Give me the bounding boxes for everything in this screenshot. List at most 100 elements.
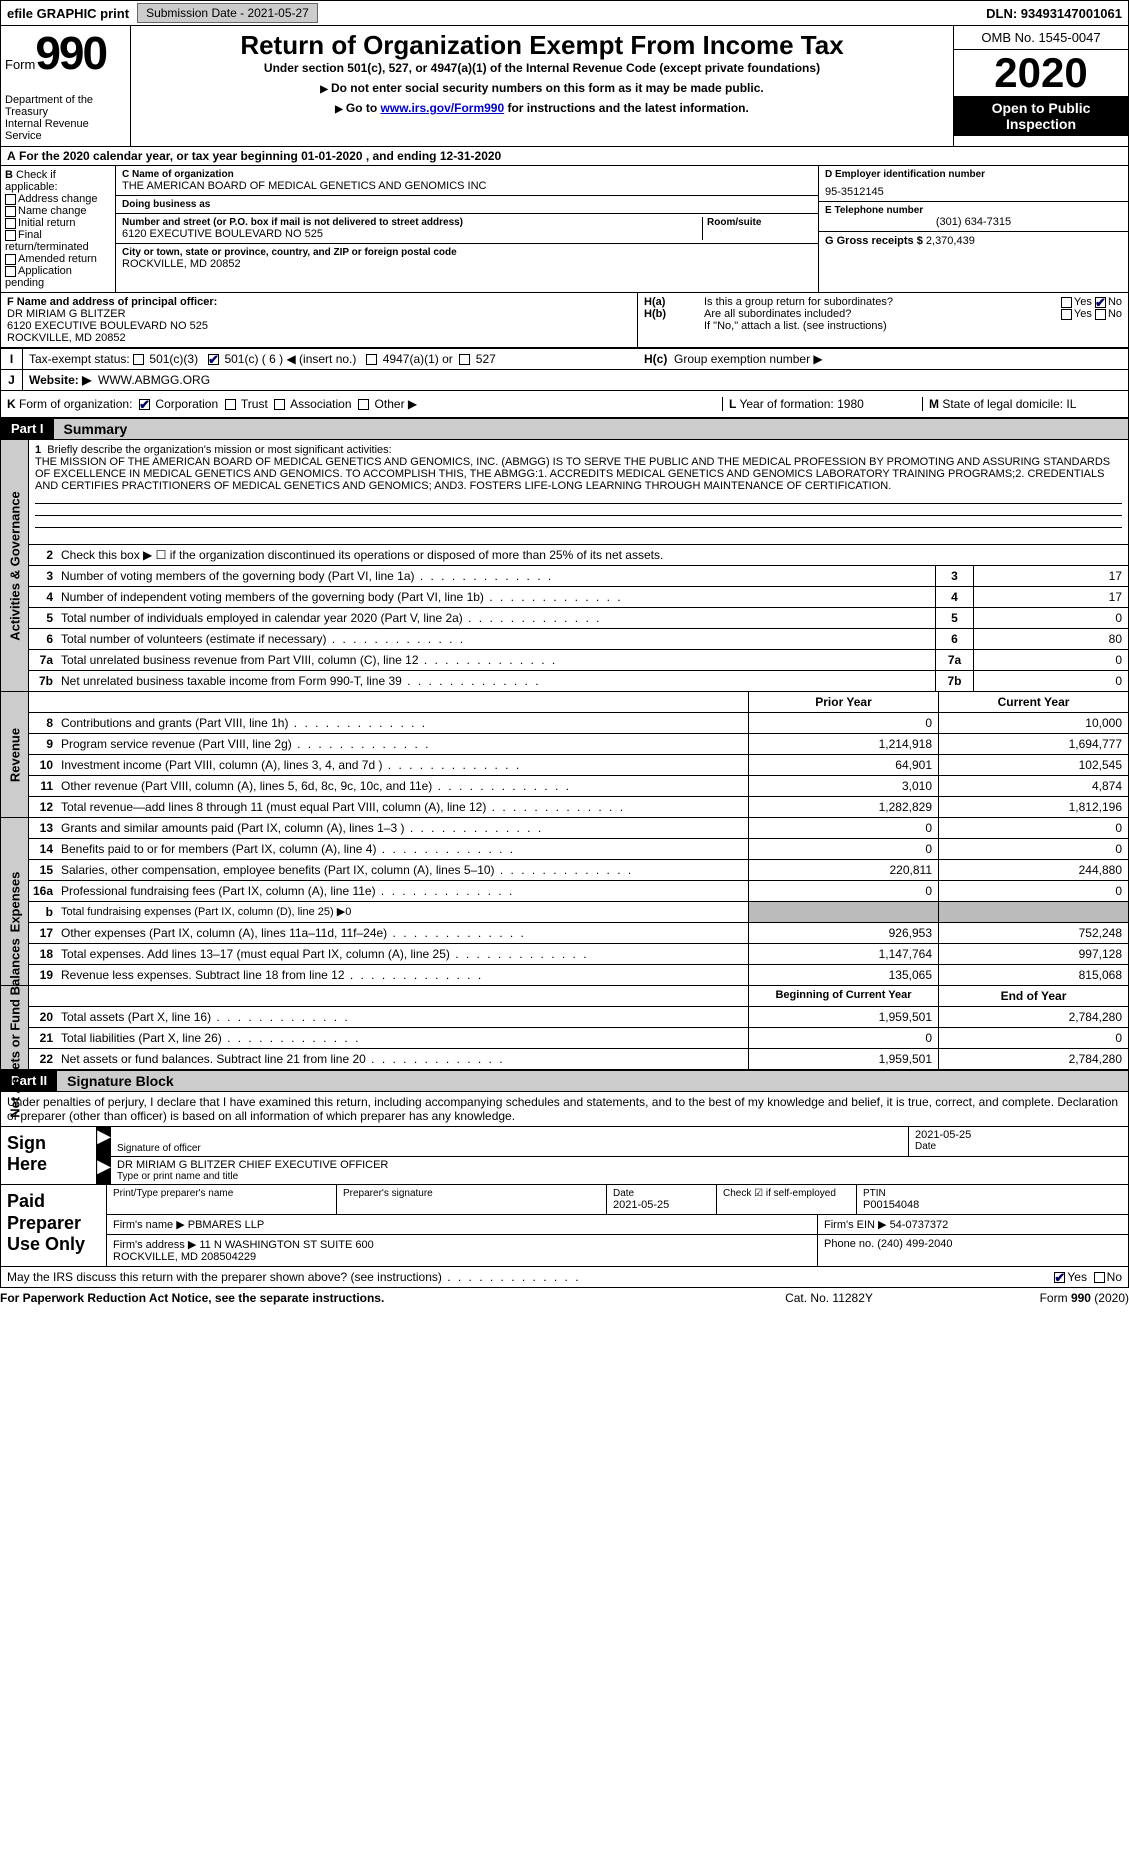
data-row: 19Revenue less expenses. Subtract line 1… [29, 965, 1128, 985]
firm-name-label: Firm's name ▶ [113, 1219, 185, 1231]
m-value: IL [1066, 397, 1076, 411]
h-group-return: H(a)Is this a group return for subordina… [638, 293, 1128, 347]
chk-ha-no[interactable] [1095, 297, 1106, 308]
part-2-title: Signature Block [57, 1071, 1128, 1091]
tab-expenses-label: Expenses [7, 871, 22, 932]
m-state-domicile: M State of legal domicile: IL [922, 397, 1122, 411]
street: 6120 EXECUTIVE BOULEVARD NO 525 [122, 228, 702, 240]
chk-discuss-no[interactable] [1094, 1272, 1105, 1283]
ha-no: No [1108, 296, 1122, 308]
form-title: Return of Organization Exempt From Incom… [135, 30, 949, 61]
f-label: F Name and address of principal officer: [7, 296, 217, 308]
col-b-checkboxes: B Check if applicable: Address change Na… [1, 166, 116, 292]
chk-other[interactable] [358, 399, 369, 410]
form-990-page: efile GRAPHIC print Submission Date - 20… [0, 0, 1129, 1308]
col-current-year: Current Year [938, 692, 1128, 712]
data-row: 21Total liabilities (Part X, line 26)00 [29, 1028, 1128, 1049]
b-label: Check if applicable: [5, 169, 58, 193]
col-prior-year: Prior Year [748, 692, 938, 712]
data-row: 15Salaries, other compensation, employee… [29, 860, 1128, 881]
form-note-goto: Go to www.irs.gov/Form990 for instructio… [135, 101, 949, 115]
sig-type-label: Type or print name and title [117, 1171, 1122, 1182]
form-subtitle: Under section 501(c), 527, or 4947(a)(1)… [135, 61, 949, 75]
chk-amended-return[interactable] [5, 254, 16, 265]
paid-preparer-block: Paid Preparer Use Only Print/Type prepar… [0, 1185, 1129, 1267]
hb-yes: Yes [1074, 308, 1092, 320]
chk-assoc[interactable] [274, 399, 285, 410]
header-left: Form990 Department of the Treasury Inter… [1, 26, 131, 146]
ptin-label: PTIN [863, 1188, 1122, 1199]
preparer-name-label: Print/Type preparer's name [113, 1188, 330, 1199]
col-c-name-address: C Name of organization THE AMERICAN BOAR… [116, 166, 818, 292]
chk-trust[interactable] [225, 399, 236, 410]
f-principal-officer: F Name and address of principal officer:… [1, 293, 638, 347]
street-label: Number and street (or P.O. box if mail i… [122, 217, 702, 228]
data-row: 20Total assets (Part X, line 16)1,959,50… [29, 1007, 1128, 1028]
paid-preparer-label: Paid Preparer Use Only [1, 1185, 106, 1266]
chk-discuss-yes[interactable] [1054, 1272, 1065, 1283]
city-label: City or town, state or province, country… [122, 247, 812, 258]
firm-ein-label: Firm's EIN ▶ [824, 1219, 887, 1231]
m-label: State of legal domicile: [942, 397, 1063, 411]
city: ROCKVILLE, MD 20852 [122, 258, 812, 270]
tab-governance-label: Activities & Governance [7, 491, 22, 641]
submission-date-button[interactable]: Submission Date - 2021-05-27 [137, 3, 318, 23]
section-expenses: Expenses 13Grants and similar amounts pa… [0, 818, 1129, 986]
dba-label: Doing business as [122, 199, 812, 210]
gov-row: 4Number of independent voting members of… [29, 587, 1128, 608]
chk-ha-yes[interactable] [1061, 297, 1072, 308]
chk-initial-return[interactable] [5, 218, 16, 229]
chk-hb-yes[interactable] [1061, 309, 1072, 320]
room-label: Room/suite [707, 217, 812, 228]
l-value: 1980 [837, 397, 864, 411]
form-number: 990 [35, 27, 106, 79]
chk-address-change[interactable] [5, 194, 16, 205]
tab-revenue-label: Revenue [7, 727, 22, 781]
chk-name-change[interactable] [5, 206, 16, 217]
cell-gross-receipts: G Gross receipts $ 2,370,439 [819, 232, 1128, 250]
self-employed-check: Check ☑ if self-employed [723, 1188, 836, 1199]
data-row: 14Benefits paid to or for members (Part … [29, 839, 1128, 860]
hb-note: If "No," attach a list. (see instruction… [644, 320, 1122, 332]
chk-527[interactable] [459, 354, 470, 365]
gov-row: 7aTotal unrelated business revenue from … [29, 650, 1128, 671]
ha-text: Is this a group return for subordinates? [704, 296, 893, 308]
section-net-assets: Net Assets or Fund Balances Beginning of… [0, 986, 1129, 1070]
goto-prefix: Go to [335, 101, 380, 115]
data-row: 17Other expenses (Part IX, column (A), l… [29, 923, 1128, 944]
section-governance: Activities & Governance 1 Briefly descri… [0, 440, 1129, 692]
f-street: 6120 EXECUTIVE BOULEVARD NO 525 [7, 320, 631, 332]
sig-date-label: Date [915, 1141, 1122, 1152]
ein-value: 95-3512145 [825, 186, 1122, 198]
chk-application-pending[interactable] [5, 266, 16, 277]
chk-501c3[interactable] [133, 354, 144, 365]
page-footer: For Paperwork Reduction Act Notice, see … [0, 1288, 1129, 1308]
data-row: 13Grants and similar amounts paid (Part … [29, 818, 1128, 839]
lbl-501c3: 501(c)(3) [149, 352, 198, 366]
chk-final-return[interactable] [5, 230, 16, 241]
chk-hb-no[interactable] [1095, 309, 1106, 320]
row-j-website: J Website: ▶ WWW.ABMGG.ORG [0, 370, 1129, 391]
f-name: DR MIRIAM G BLITZER [7, 308, 631, 320]
ein-label: D Employer identification number [825, 169, 1122, 180]
irs-link[interactable]: www.irs.gov/Form990 [381, 101, 505, 115]
col-d-ein-etc: D Employer identification number 95-3512… [818, 166, 1128, 292]
efile-label: efile GRAPHIC print [1, 4, 135, 23]
hb-no: No [1108, 308, 1122, 320]
part-1-title: Summary [54, 419, 1128, 439]
website-url: WWW.ABMGG.ORG [98, 373, 210, 387]
data-row: 8Contributions and grants (Part VIII, li… [29, 713, 1128, 734]
phone-label: E Telephone number [825, 205, 1122, 216]
data-row: 9Program service revenue (Part VIII, lin… [29, 734, 1128, 755]
part-1-num: Part I [1, 419, 54, 439]
col-end-year: End of Year [938, 986, 1128, 1006]
cell-street: Number and street (or P.O. box if mail i… [116, 214, 818, 244]
row-a-tax-year: A For the 2020 calendar year, or tax yea… [0, 147, 1129, 166]
section-revenue: Revenue Prior Year Current Year 8Contrib… [0, 692, 1129, 818]
sig-arrow-1: ▶ [97, 1127, 111, 1156]
net-col-header: Beginning of Current Year End of Year [29, 986, 1128, 1007]
lbl-other: Other ▶ [375, 397, 418, 411]
chk-4947[interactable] [366, 354, 377, 365]
chk-501c[interactable] [208, 354, 219, 365]
chk-corp[interactable] [139, 399, 150, 410]
